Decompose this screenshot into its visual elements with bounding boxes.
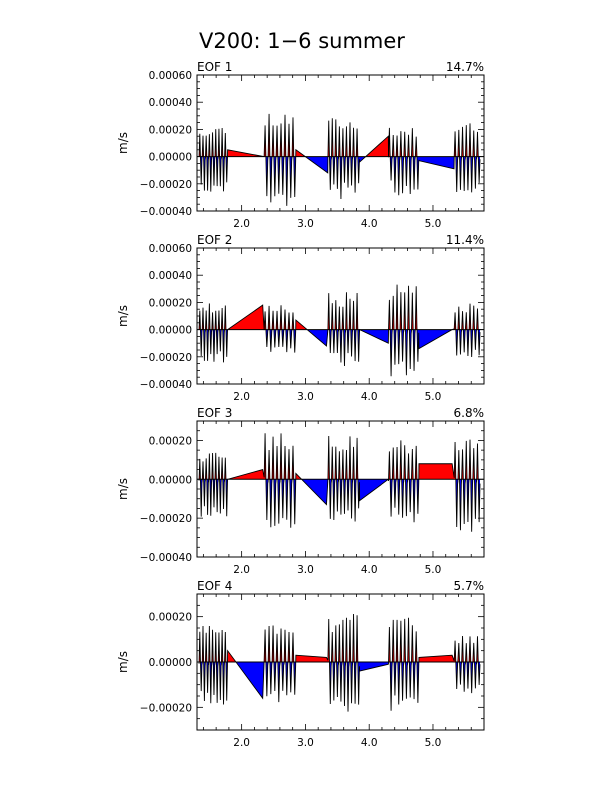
y-axis-label: m/s [116,478,130,500]
x-tick-label: 2.0 [233,564,250,576]
eof-curve [198,284,481,377]
x-tick-label: 2.0 [233,218,250,230]
y-tick-label: 0.00000 [149,152,192,164]
y-tick-label: 0.00020 [149,435,192,447]
panel-label: EOF 1 [197,60,232,74]
x-tick-label: 3.0 [297,564,314,576]
x-tick-label: 3.0 [297,218,314,230]
x-tick-label: 2.0 [233,391,250,403]
y-tick-label: 0.00060 [149,243,192,255]
variance-percent: 5.7% [454,579,485,593]
y-tick-label: 0.00040 [149,97,192,109]
y-tick-label: −0.00040 [140,552,192,564]
y-tick-label: −0.00040 [140,379,192,391]
x-tick-label: 3.0 [297,737,314,749]
y-tick-label: 0.00020 [149,612,192,624]
x-tick-label: 4.0 [361,564,378,576]
variance-percent: 11.4% [446,233,484,247]
x-tick-label: 5.0 [425,218,442,230]
eof-curve [198,113,481,206]
y-tick-label: −0.00020 [140,352,192,364]
y-axis-label: m/s [116,651,130,673]
positive-area [199,433,479,480]
figure-title: V200: 1−6 summer [199,29,405,53]
x-tick-label: 5.0 [425,564,442,576]
eof-panel-3: −0.00040 −0.00020 0.00000 0.00020 2.0 3.0 4.0 5… [116,406,485,576]
x-tick-label: 3.0 [297,391,314,403]
y-tick-label: 0.00060 [149,70,192,82]
eof-panel-1: −0.00040 −0.00020 0.00000 0.00020 0.00040 0.0… [116,60,485,230]
y-tick-label: 0.00000 [149,657,192,669]
y-tick-label: 0.00040 [149,270,192,282]
panel-label: EOF 4 [197,579,232,593]
eof-panels: −0.00040 −0.00020 0.00000 0.00020 0.00040 0.0… [116,60,485,749]
y-tick-label: 0.00020 [149,297,192,309]
y-axis-label: m/s [116,305,130,327]
eof-panel-4: −0.00020 0.00000 0.00020 2.0 3.0 4.0 5.0 EOF 4 5… [116,579,485,749]
negative-area [199,479,480,532]
x-tick-label: 4.0 [361,391,378,403]
panel-label: EOF 2 [197,233,232,247]
y-tick-label: 0.00000 [149,474,192,486]
y-tick-label: 0.00000 [149,325,192,337]
y-tick-label: −0.00020 [140,513,192,525]
y-tick-label: 0.00020 [149,124,192,136]
x-tick-label: 2.0 [233,737,250,749]
panel-label: EOF 3 [197,406,232,420]
eof-curve [198,433,481,532]
variance-percent: 14.7% [446,60,484,74]
y-tick-label: −0.00040 [140,206,192,218]
negative-area [200,329,480,377]
y-tick-label: −0.00020 [140,179,192,191]
y-tick-label: −0.00020 [140,702,192,714]
y-axis-label: m/s [116,132,130,154]
panel-frame [196,247,485,385]
eof-curve [198,613,481,712]
x-tick-label: 4.0 [361,737,378,749]
x-tick-label: 5.0 [425,391,442,403]
x-tick-label: 5.0 [425,737,442,749]
x-tick-label: 4.0 [361,218,378,230]
eof-panel-2: −0.00040 −0.00020 0.00000 0.00020 0.00040 0.0… [116,233,485,403]
variance-percent: 6.8% [454,406,485,420]
